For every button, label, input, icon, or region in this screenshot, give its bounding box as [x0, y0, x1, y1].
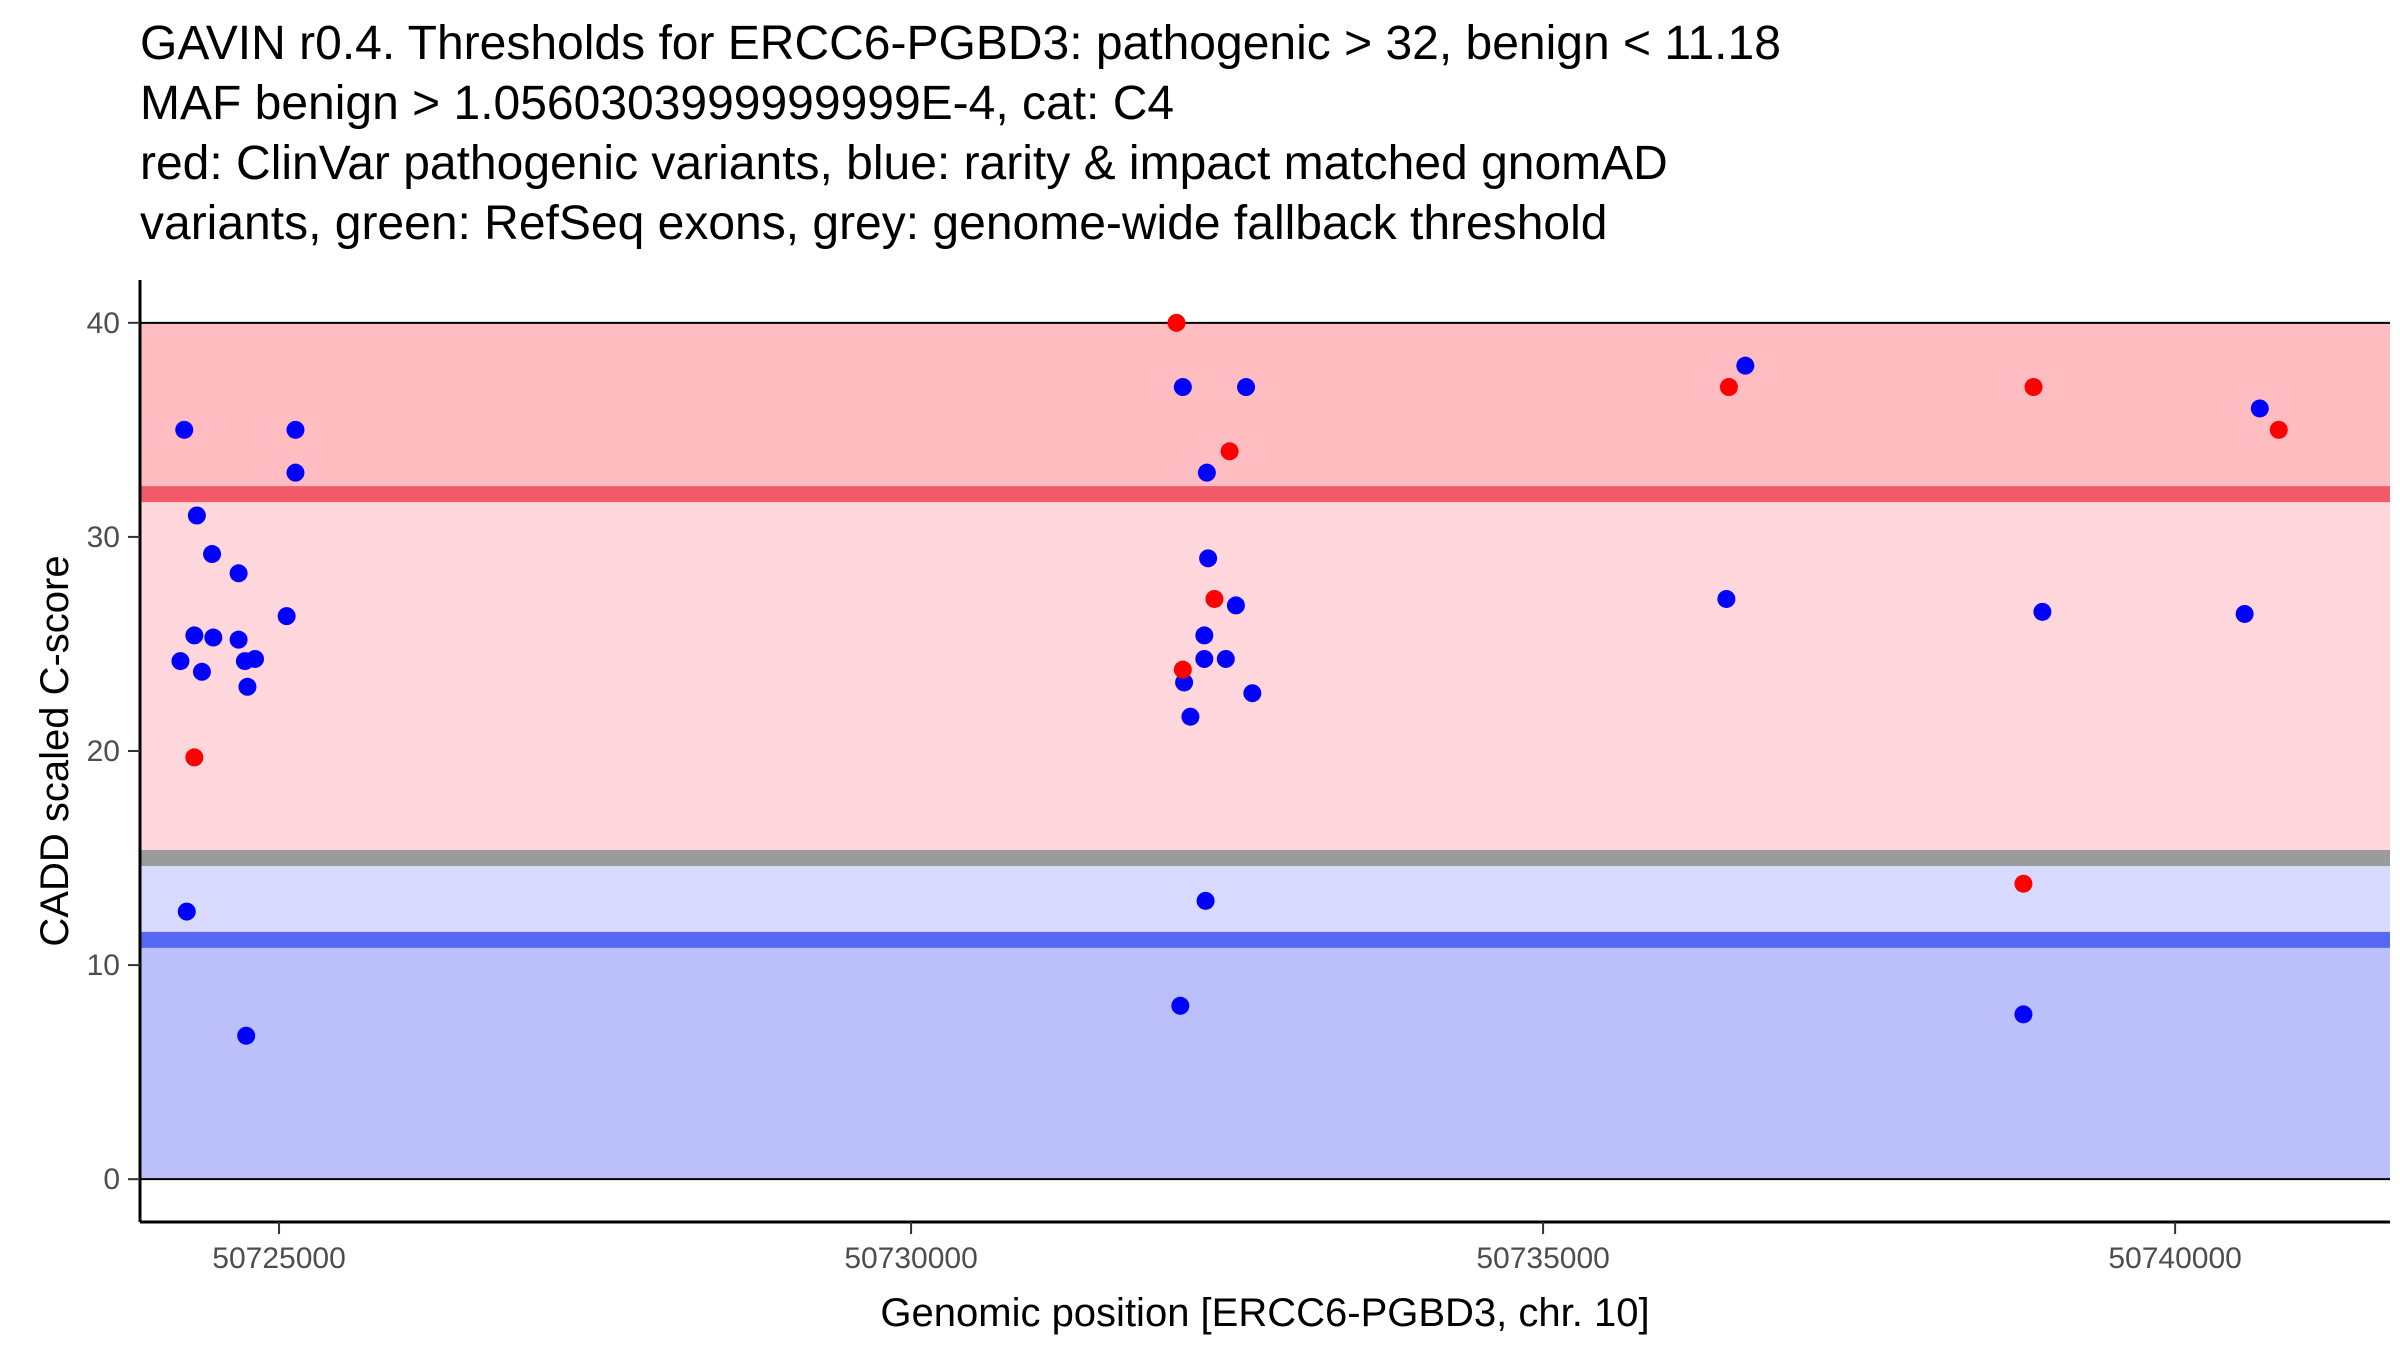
- gnomad-point: [1173, 378, 1192, 397]
- title-line-1: GAVIN r0.4. Thresholds for ERCC6-PGBD3: …: [140, 17, 1781, 70]
- x-tick-label: 50725000: [212, 1242, 345, 1275]
- x-axis-title: Genomic position [ERCC6-PGBD3, chr. 10]: [880, 1291, 1649, 1335]
- gnomad-point: [203, 545, 222, 564]
- threshold-bands: [140, 322, 2390, 1180]
- gnomad-point: [187, 506, 206, 525]
- gnomad-point: [1226, 596, 1245, 615]
- gnomad-point: [177, 902, 196, 921]
- gnomad-point: [1171, 996, 1190, 1015]
- gnomad-point: [2033, 602, 2052, 621]
- clinvar-point: [1719, 378, 1738, 397]
- gnomad-point: [2235, 604, 2254, 623]
- clinvar-point: [2269, 420, 2288, 439]
- clinvar-point: [2024, 378, 2043, 397]
- y-tick-label: 10: [87, 949, 120, 982]
- y-tick-label: 20: [87, 735, 120, 768]
- gnomad-point: [2250, 399, 2269, 418]
- y-tick-label: 30: [87, 521, 120, 554]
- band-below-fallback: [140, 858, 2390, 940]
- x-tick-label: 50735000: [1476, 1242, 1609, 1275]
- band-benign: [140, 939, 2390, 1180]
- gnomad-point: [1199, 549, 1218, 568]
- gnomad-point: [1197, 463, 1216, 482]
- band-intermediate: [140, 494, 2390, 859]
- y-tick-label: 40: [87, 307, 120, 340]
- clinvar-point: [185, 748, 204, 767]
- axes: 50725000 50730000 50735000 50740000 0 10 20 30 4…: [87, 280, 2390, 1275]
- y-axis-title: CADD scaled C-score: [33, 555, 77, 946]
- clinvar-point: [2014, 874, 2033, 893]
- data-points: [171, 313, 2288, 1045]
- clinvar-point: [1205, 589, 1224, 608]
- gnomad-point: [1216, 649, 1235, 668]
- gnomad-point: [1195, 626, 1214, 645]
- threshold-lines: [140, 321, 2390, 1181]
- gnomad-point: [1181, 707, 1200, 726]
- y-tick-label: 0: [103, 1163, 120, 1196]
- gnomad-point: [1195, 649, 1214, 668]
- gnomad-point: [286, 420, 305, 439]
- x-tick-label: 50730000: [844, 1242, 977, 1275]
- gnomad-point: [229, 630, 248, 649]
- chart-title: GAVIN r0.4. Thresholds for ERCC6-PGBD3: …: [140, 14, 2340, 254]
- gnomad-point: [286, 463, 305, 482]
- gnomad-point: [2014, 1005, 2033, 1024]
- gnomad-point: [237, 1026, 256, 1045]
- gnomad-point: [1196, 891, 1215, 910]
- title-line-4: variants, green: RefSeq exons, grey: gen…: [140, 197, 1608, 250]
- gnomad-point: [171, 652, 190, 671]
- title-line-3: red: ClinVar pathogenic variants, blue: …: [140, 137, 1668, 190]
- gnomad-point: [1243, 684, 1262, 703]
- gnomad-point: [204, 628, 223, 647]
- gnomad-point: [175, 420, 194, 439]
- gnomad-point: [238, 677, 257, 696]
- gnomad-point: [192, 662, 211, 681]
- gnomad-point: [229, 564, 248, 583]
- title-line-2: MAF benign > 1.0560303999999999E-4, cat:…: [140, 77, 1175, 130]
- gnomad-point: [185, 626, 204, 645]
- clinvar-point: [1173, 660, 1192, 679]
- gnomad-point: [1237, 378, 1256, 397]
- gnomad-point: [1717, 589, 1736, 608]
- clinvar-point: [1220, 442, 1239, 461]
- clinvar-point: [1167, 313, 1186, 332]
- band-pathogenic: [140, 322, 2390, 495]
- x-tick-label: 50740000: [2108, 1242, 2241, 1275]
- gnomad-point: [1736, 356, 1755, 375]
- gnomad-point: [246, 649, 265, 668]
- gnomad-point: [277, 607, 296, 626]
